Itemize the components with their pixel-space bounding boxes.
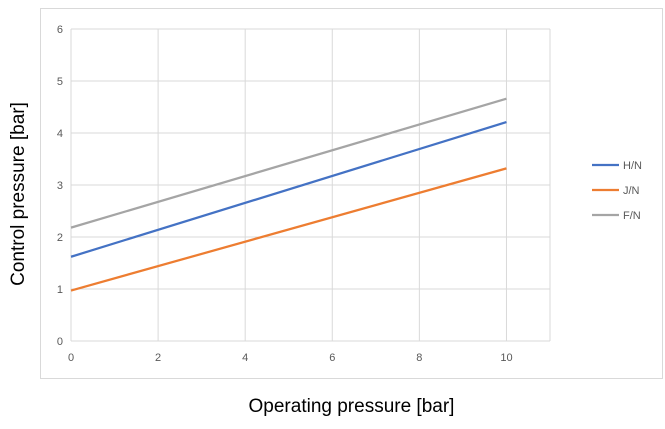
series-line-h-n bbox=[70, 121, 507, 258]
gridlines bbox=[70, 28, 551, 342]
y-tick-label: 4 bbox=[57, 128, 63, 140]
legend-label: F/N bbox=[623, 210, 641, 222]
y-axis-title-wrapper: Control pressure [bar] bbox=[4, 8, 34, 379]
x-tick-label: 2 bbox=[155, 352, 161, 364]
y-tick-label: 6 bbox=[57, 24, 63, 36]
legend-label: J/N bbox=[623, 185, 640, 197]
y-axis-ticks: 0 1 2 3 4 5 6 bbox=[57, 24, 63, 348]
y-tick-label: 5 bbox=[57, 76, 63, 88]
series-line-f-n bbox=[70, 97, 507, 229]
x-axis-ticks: 0 2 4 6 8 10 bbox=[68, 352, 513, 364]
y-tick-label: 0 bbox=[57, 336, 63, 348]
x-tick-label: 4 bbox=[242, 352, 248, 364]
x-tick-label: 8 bbox=[416, 352, 422, 364]
chart-plot: 0 2 4 6 8 10 0 1 2 3 4 5 6 H/N J/N F/N bbox=[57, 24, 642, 364]
x-tick-label: 6 bbox=[329, 352, 335, 364]
legend-label: H/N bbox=[623, 160, 642, 172]
series-line-j-n bbox=[70, 167, 507, 292]
y-tick-label: 1 bbox=[57, 284, 63, 296]
x-tick-label: 0 bbox=[68, 352, 74, 364]
y-tick-label: 2 bbox=[57, 232, 63, 244]
legend: H/N J/N F/N bbox=[592, 160, 642, 222]
x-axis-title: Operating pressure [bar] bbox=[248, 396, 455, 417]
chart-area: 0 2 4 6 8 10 0 1 2 3 4 5 6 H/N J/N F/N bbox=[40, 8, 663, 379]
y-axis-title: Control pressure [bar] bbox=[8, 101, 29, 286]
y-tick-label: 3 bbox=[57, 180, 63, 192]
x-tick-label: 10 bbox=[500, 352, 512, 364]
series-lines bbox=[70, 97, 507, 292]
